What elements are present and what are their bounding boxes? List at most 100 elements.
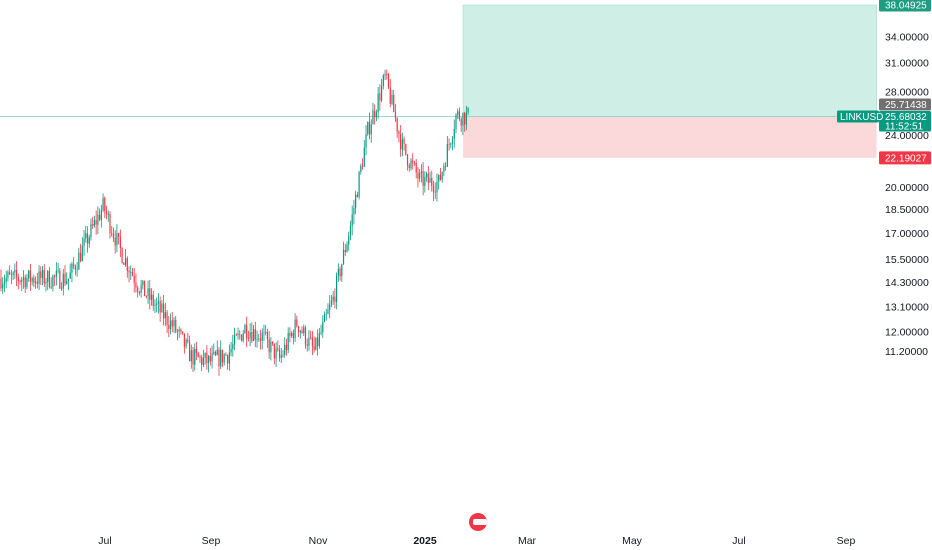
time-tick-label: Jul (98, 535, 111, 547)
price-tag (879, 0, 931, 12)
candle-body (180, 329, 182, 332)
candle-body (128, 271, 130, 273)
candle-body (169, 320, 172, 330)
candle-body (266, 331, 269, 340)
candle-body (48, 271, 51, 287)
loss-zone[interactable] (463, 116, 877, 158)
candle-body (71, 263, 73, 273)
candle-body (408, 165, 410, 169)
candle-body (405, 143, 407, 155)
plot-area[interactable] (0, 4, 878, 376)
candle-body (377, 93, 379, 113)
candle-body (438, 174, 440, 182)
candle-body (225, 354, 227, 356)
candle-body (422, 171, 424, 187)
candle-body (114, 237, 116, 246)
candle-body (296, 319, 298, 327)
candle-body (285, 344, 288, 351)
price-tag-label: 25.68032 (885, 112, 927, 123)
candle-body (73, 263, 75, 267)
candle-body (178, 329, 180, 332)
symbol-tag-label: LINKUSD (840, 112, 883, 123)
candle-body (370, 124, 372, 135)
candle-body (467, 107, 469, 113)
candle-body (159, 301, 161, 313)
price-tick-label: 18.50000 (885, 204, 929, 216)
candle-body (375, 112, 378, 118)
candle-body (280, 355, 282, 358)
candle-body (457, 111, 459, 115)
candle-body (272, 341, 274, 344)
candle-body (5, 277, 7, 282)
candle-body (446, 143, 448, 167)
candle-body (33, 278, 35, 283)
price-axis[interactable]: 34.00000 31.00000 28.00000 24.00000 20.00000… (885, 31, 929, 358)
profit-zone[interactable] (462, 4, 877, 117)
candle-body (394, 112, 397, 118)
tradingview-logo-icon[interactable] (469, 513, 487, 531)
candle-body (332, 296, 334, 301)
candle-body (28, 270, 30, 279)
price-tag (879, 120, 931, 132)
candle-body (249, 332, 251, 339)
candle-body (291, 332, 293, 336)
candle-body (294, 319, 296, 339)
candle-body (246, 324, 248, 339)
candle-body (221, 349, 224, 363)
candle-body (133, 275, 135, 283)
candle-body (363, 147, 365, 167)
candle-body (242, 333, 244, 341)
candle-body (256, 338, 258, 340)
candle-body (202, 357, 205, 365)
candle-body (310, 337, 312, 339)
candle-body (67, 278, 70, 281)
candle-body (315, 337, 317, 350)
candle-body (304, 327, 307, 345)
time-axis[interactable]: Jul Sep Nov 2025 Mar May Jul Sep (98, 535, 855, 547)
candle-body (400, 134, 402, 150)
candle-body (413, 162, 416, 164)
candle-body (182, 331, 184, 334)
candle-body (35, 281, 37, 283)
candle-body (445, 166, 447, 167)
candle-body (38, 271, 40, 284)
candle-body (93, 220, 96, 226)
candle-body (81, 245, 83, 262)
candle-body (278, 349, 281, 358)
candle-body (187, 339, 189, 342)
candle-body (92, 224, 94, 226)
time-tick-label: Jul (732, 535, 745, 547)
candle-body (344, 249, 346, 252)
candle-body (104, 198, 106, 212)
candle-body (74, 266, 76, 270)
candle-body (78, 252, 80, 270)
candle-body (10, 274, 12, 276)
candle-body (147, 288, 149, 297)
candle-body (464, 112, 466, 125)
candle-body (40, 271, 42, 279)
candle-body (346, 244, 348, 252)
candle-body (131, 271, 134, 276)
candle-body (137, 287, 139, 292)
candle-body (339, 268, 341, 277)
candle-body (176, 331, 179, 332)
candle-body (59, 270, 61, 289)
candle-body (330, 300, 333, 305)
price-tag-label: 11:52:51 (885, 121, 924, 132)
candle-body (52, 275, 54, 287)
candle-body (201, 357, 203, 365)
candle-body (183, 333, 185, 347)
symbol-tag (837, 110, 879, 123)
price-tick-label: 24.00000 (885, 130, 929, 142)
candle-body (258, 338, 260, 340)
candle-body (3, 281, 6, 285)
candle-body (99, 214, 101, 220)
price-tag-label: 22.19027 (885, 153, 927, 164)
candle-body (185, 339, 187, 347)
candle-body (154, 304, 156, 306)
candle-body (204, 352, 206, 358)
candle-body (149, 288, 151, 300)
price-tag-label: 25.71438 (885, 100, 927, 111)
